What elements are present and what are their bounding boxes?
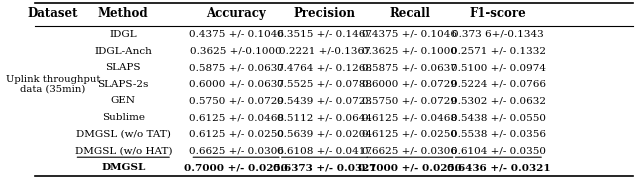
- Text: 0.7000 +/- 0.0250: 0.7000 +/- 0.0250: [184, 163, 288, 172]
- Text: 0.5750 +/- 0.0729: 0.5750 +/- 0.0729: [362, 96, 458, 105]
- Text: 0.7000 +/- 0.0250: 0.7000 +/- 0.0250: [358, 163, 462, 172]
- Text: 0.5112 +/- 0.0644: 0.5112 +/- 0.0644: [277, 113, 372, 122]
- Text: 0.5750 +/- 0.0729: 0.5750 +/- 0.0729: [189, 96, 284, 105]
- Text: 0.2221 +/-0.1367: 0.2221 +/-0.1367: [278, 47, 371, 55]
- Text: 0.5875 +/- 0.0637: 0.5875 +/- 0.0637: [189, 63, 284, 72]
- Text: 0.3625 +/-0.1000: 0.3625 +/-0.1000: [190, 47, 282, 55]
- Text: DMGSL: DMGSL: [101, 163, 145, 172]
- Text: IDGL: IDGL: [109, 30, 137, 39]
- Text: 0.4375 +/- 0.1046: 0.4375 +/- 0.1046: [362, 30, 458, 39]
- Text: 0.2571 +/- 0.1332: 0.2571 +/- 0.1332: [451, 47, 546, 55]
- Text: 0.3625 +/- 0.1000: 0.3625 +/- 0.1000: [362, 47, 458, 55]
- Text: 0.6125 +/- 0.0250: 0.6125 +/- 0.0250: [189, 130, 284, 139]
- Text: 0.5639 +/- 0.0204: 0.5639 +/- 0.0204: [277, 130, 372, 139]
- Text: 0.6104 +/- 0.0350: 0.6104 +/- 0.0350: [451, 146, 546, 155]
- Text: 0.6125 +/- 0.0250: 0.6125 +/- 0.0250: [362, 130, 458, 139]
- Text: GEN: GEN: [111, 96, 136, 105]
- Text: 0.4764 +/- 0.1268: 0.4764 +/- 0.1268: [277, 63, 372, 72]
- Text: DMGSL (w/o TAT): DMGSL (w/o TAT): [76, 130, 171, 139]
- Text: 0.6373 +/- 0.0321: 0.6373 +/- 0.0321: [273, 163, 376, 172]
- Text: 0.6125 +/- 0.0468: 0.6125 +/- 0.0468: [189, 113, 284, 122]
- Text: 0.3515 +/- 0.1467: 0.3515 +/- 0.1467: [277, 30, 372, 39]
- Text: 0.5438 +/- 0.0550: 0.5438 +/- 0.0550: [451, 113, 546, 122]
- Text: IDGL-Anch: IDGL-Anch: [94, 47, 152, 55]
- Text: Method: Method: [98, 7, 148, 20]
- Text: Uplink throughput
data (35min): Uplink throughput data (35min): [6, 75, 100, 94]
- Text: 0.6125 +/- 0.0468: 0.6125 +/- 0.0468: [362, 113, 458, 122]
- Text: DMGSL (w/o HAT): DMGSL (w/o HAT): [74, 146, 172, 155]
- Text: 0.5875 +/- 0.0637: 0.5875 +/- 0.0637: [362, 63, 458, 72]
- Text: 0.5538 +/- 0.0356: 0.5538 +/- 0.0356: [451, 130, 546, 139]
- Text: Accuracy: Accuracy: [206, 7, 266, 20]
- Text: 0.6436 +/- 0.0321: 0.6436 +/- 0.0321: [447, 163, 550, 172]
- Text: Dataset: Dataset: [28, 7, 78, 20]
- Text: 0.373 6+/-0.1343: 0.373 6+/-0.1343: [452, 30, 544, 39]
- Text: Sublime: Sublime: [102, 113, 145, 122]
- Text: Precision: Precision: [294, 7, 356, 20]
- Text: 0.5302 +/- 0.0632: 0.5302 +/- 0.0632: [451, 96, 546, 105]
- Text: 0.6625 +/- 0.0306: 0.6625 +/- 0.0306: [362, 146, 458, 155]
- Text: 0.6108 +/- 0.0417: 0.6108 +/- 0.0417: [277, 146, 372, 155]
- Text: SLAPS-2s: SLAPS-2s: [97, 80, 149, 89]
- Text: 0.5439 +/- 0.0723: 0.5439 +/- 0.0723: [277, 96, 372, 105]
- Text: 0.5525 +/- 0.0788: 0.5525 +/- 0.0788: [277, 80, 372, 89]
- Text: 0.5224 +/- 0.0766: 0.5224 +/- 0.0766: [451, 80, 546, 89]
- Text: F1-score: F1-score: [470, 7, 527, 20]
- Text: SLAPS: SLAPS: [106, 63, 141, 72]
- Text: 0.4375 +/- 0.1046: 0.4375 +/- 0.1046: [189, 30, 284, 39]
- Text: 0.6625 +/- 0.0306: 0.6625 +/- 0.0306: [189, 146, 284, 155]
- Text: 0.6000 +/- 0.0729: 0.6000 +/- 0.0729: [362, 80, 458, 89]
- Text: 0.6000 +/- 0.0637: 0.6000 +/- 0.0637: [189, 80, 284, 89]
- Text: Recall: Recall: [390, 7, 430, 20]
- Text: 0.5100 +/- 0.0974: 0.5100 +/- 0.0974: [451, 63, 546, 72]
